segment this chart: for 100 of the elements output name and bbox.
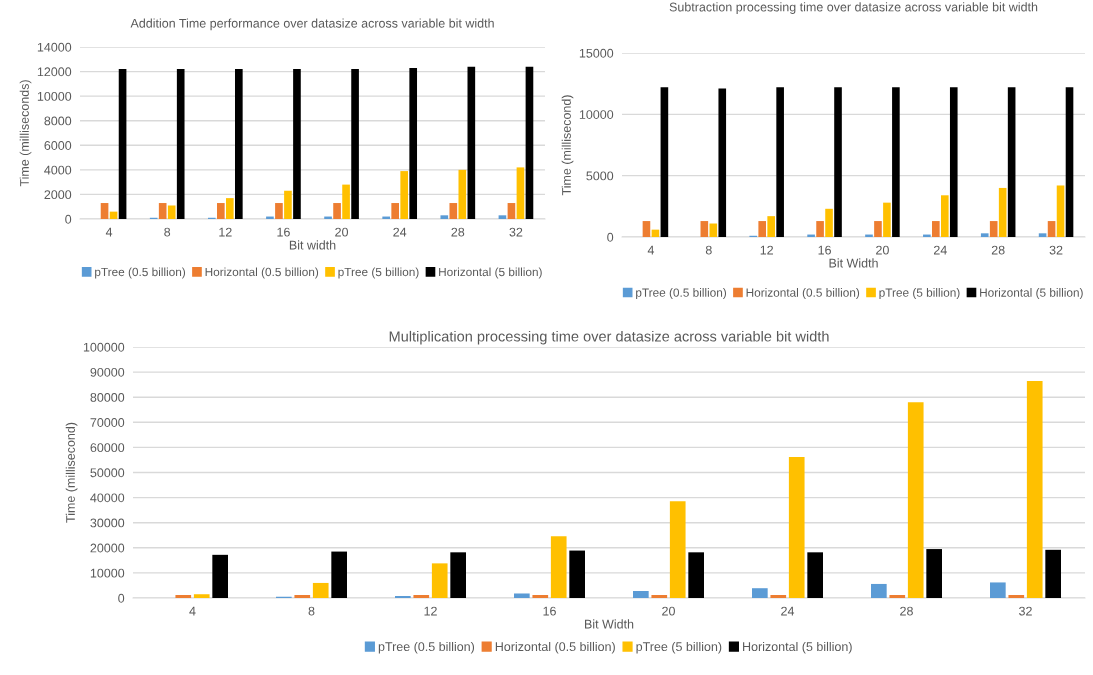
- x-tick-label: 16: [543, 606, 556, 616]
- bar: [940, 195, 949, 237]
- y-tick-label: 5000: [586, 171, 614, 181]
- legend-label: Horizontal (0.5 billion): [205, 267, 319, 279]
- y-tick-label: 0: [118, 593, 125, 603]
- bar: [889, 594, 906, 598]
- bar: [449, 203, 458, 219]
- bar: [767, 216, 775, 237]
- bar: [351, 69, 359, 219]
- legend-label: pTree (5 billion): [879, 288, 960, 300]
- bar: [216, 203, 225, 219]
- bar: [926, 549, 943, 598]
- bar: [176, 69, 185, 219]
- bar: [1008, 594, 1025, 598]
- bar: [394, 595, 411, 598]
- bar: [513, 593, 530, 598]
- y-tick-label: 10000: [579, 110, 614, 119]
- bar: [989, 582, 1006, 598]
- bar: [776, 87, 784, 237]
- x-tick-label: 4: [105, 227, 113, 237]
- y-tick-label: 12000: [37, 67, 72, 77]
- bar: [498, 215, 507, 219]
- bar: [825, 208, 833, 237]
- bar: [431, 563, 448, 598]
- bar: [409, 67, 418, 219]
- x-tick-label: 16: [818, 245, 831, 255]
- y-tick-label: 15000: [579, 48, 614, 58]
- bar: [1056, 185, 1065, 237]
- x-axis-title: Bit width: [289, 240, 336, 250]
- x-tick-label: 32: [509, 227, 523, 237]
- x-axis-title: Bit Width: [585, 619, 634, 629]
- legend-label: Horizontal (5 billion): [439, 267, 542, 279]
- legend-label: pTree (5 billion): [338, 267, 419, 279]
- x-tick-label: 28: [900, 606, 913, 616]
- bar: [770, 594, 787, 598]
- chart-title: Addition Time performance over datasize across variable bit width: [130, 18, 494, 31]
- y-axis-title: Time (millisecond): [561, 95, 574, 196]
- x-tick-label: 20: [335, 227, 349, 237]
- bar: [342, 184, 350, 219]
- bar: [788, 456, 805, 598]
- y-tick-label: 8000: [44, 116, 72, 126]
- bar: [225, 198, 234, 219]
- bar: [907, 402, 924, 598]
- bar: [807, 552, 824, 598]
- y-tick-label: 100000: [83, 342, 125, 352]
- bar: [883, 202, 891, 237]
- y-axis-title: Time (milliseconds): [19, 80, 32, 187]
- y-tick-label: 0: [65, 214, 72, 224]
- x-tick-label: 32: [1049, 245, 1063, 255]
- x-axis-title: Bit Width: [829, 258, 878, 268]
- bar: [333, 203, 341, 219]
- bar: [669, 501, 686, 598]
- bar: [700, 221, 709, 237]
- legend-label: pTree (5 billion): [636, 641, 722, 654]
- bar: [1007, 87, 1016, 237]
- bar: [293, 69, 301, 219]
- bar: [458, 169, 467, 219]
- bar: [758, 221, 767, 237]
- bar: [816, 221, 824, 237]
- y-tick-label: 50000: [90, 468, 125, 478]
- bar: [718, 88, 727, 237]
- y-tick-label: 2000: [44, 190, 72, 200]
- bar: [1065, 87, 1074, 237]
- y-tick-label: 30000: [90, 518, 125, 528]
- y-tick-label: 20000: [90, 543, 125, 553]
- x-tick-label: 4: [189, 606, 196, 616]
- legend-label: Horizontal (0.5 billion): [746, 288, 860, 300]
- bar: [632, 590, 649, 598]
- bar: [400, 171, 409, 219]
- bar: [709, 223, 718, 237]
- y-axis-title: Time (millisecond): [65, 422, 78, 523]
- y-tick-label: 60000: [90, 443, 125, 453]
- bar: [331, 551, 348, 598]
- bar: [989, 221, 998, 237]
- bar: [275, 203, 283, 219]
- bar: [532, 594, 549, 598]
- bar: [167, 205, 176, 219]
- y-tick-label: 4000: [44, 165, 72, 175]
- bar: [1038, 233, 1047, 237]
- bar: [932, 221, 940, 237]
- y-tick-label: 70000: [90, 418, 125, 427]
- bar: [440, 215, 449, 219]
- x-tick-label: 12: [424, 606, 437, 616]
- chart-title: Subtraction processing time over datasize across variable bit width: [669, 2, 1038, 14]
- x-tick-label: 8: [164, 227, 171, 237]
- legend-label: Horizontal (0.5 billion): [495, 641, 615, 654]
- bar: [892, 87, 900, 237]
- bar: [193, 594, 210, 598]
- x-tick-label: 20: [876, 245, 889, 255]
- x-tick-label: 24: [393, 227, 407, 237]
- y-tick-label: 14000: [37, 42, 72, 52]
- bar: [413, 594, 430, 598]
- bar: [998, 187, 1007, 237]
- y-tick-label: 10000: [90, 568, 125, 578]
- y-tick-label: 0: [607, 232, 614, 242]
- bar: [751, 588, 768, 598]
- bar: [688, 552, 705, 598]
- bar: [158, 203, 167, 219]
- x-tick-label: 24: [781, 606, 795, 616]
- bar: [660, 87, 669, 237]
